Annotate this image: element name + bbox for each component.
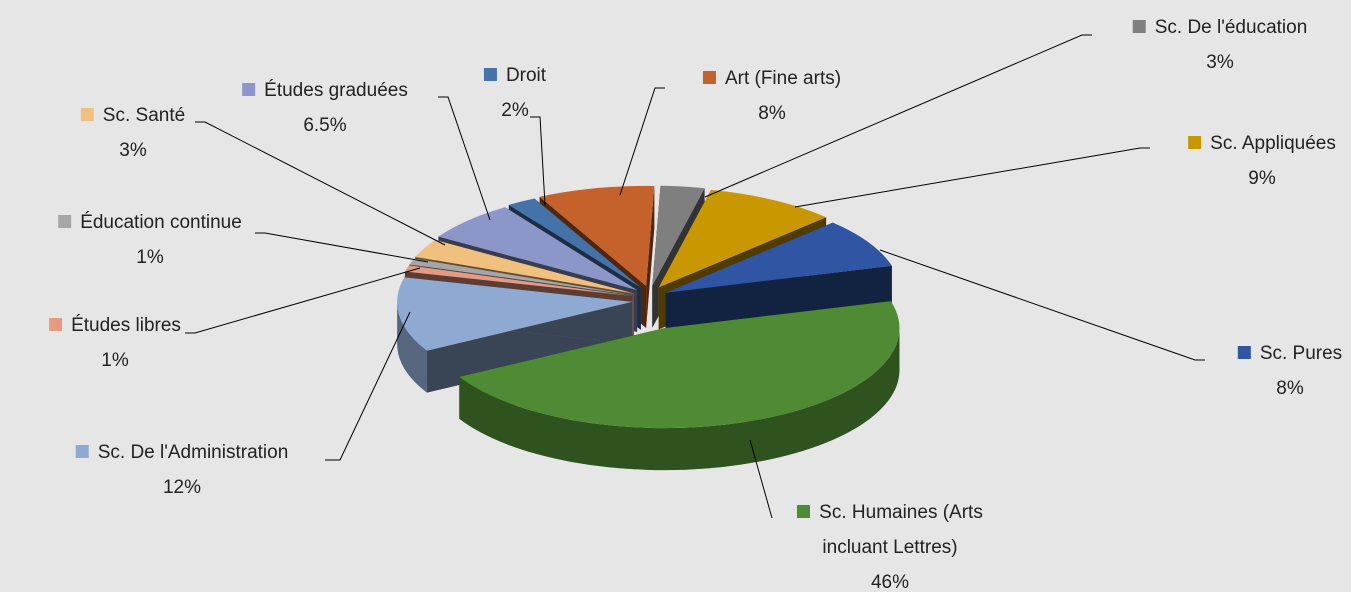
value-label: 2% xyxy=(501,100,529,121)
label-name: Sc. Appliquées xyxy=(1188,126,1336,161)
leader-line xyxy=(255,232,429,263)
slice xyxy=(438,207,638,290)
category-label: Droit xyxy=(505,65,547,86)
label-name: Sc. Pures xyxy=(1237,336,1343,371)
slice xyxy=(539,185,655,286)
leader-line xyxy=(438,96,491,221)
label-name: Sc. De l'éducation xyxy=(1132,10,1308,45)
leader-line xyxy=(794,147,1150,208)
slice xyxy=(409,258,634,296)
label-name: Études libres xyxy=(49,308,181,343)
leader-line xyxy=(195,121,446,246)
legend-marker xyxy=(80,108,94,121)
slice-side-shade xyxy=(459,328,900,471)
value-label: 1% xyxy=(136,247,164,268)
slice xyxy=(397,277,633,351)
slice xyxy=(415,240,634,294)
value-label: 8% xyxy=(758,103,786,124)
leader-line xyxy=(704,34,1092,198)
legend-marker xyxy=(58,215,72,228)
legend-marker xyxy=(702,71,716,84)
category-label: Études graduées xyxy=(264,80,408,101)
slice xyxy=(508,198,641,288)
value-label: 8% xyxy=(1276,378,1304,399)
category-label: Art (Fine arts) xyxy=(724,68,842,89)
slice xyxy=(658,189,827,288)
data-label: Études graduées 6.5% xyxy=(242,73,408,143)
data-label: Sc. Santé 3% xyxy=(80,98,186,168)
data-label: Éducation continue 1% xyxy=(58,205,242,275)
legend-marker xyxy=(1132,20,1146,33)
slice xyxy=(652,185,705,286)
data-label: Études libres 1% xyxy=(49,308,181,378)
leader-line xyxy=(879,249,1205,361)
data-label: Droit 2% xyxy=(483,58,547,128)
value-label: 46% xyxy=(870,572,910,592)
leader-line xyxy=(749,439,773,519)
legend-marker xyxy=(49,318,63,331)
value-label: 6.5% xyxy=(303,115,347,136)
leader-line xyxy=(530,116,546,206)
legend-marker xyxy=(1237,346,1251,359)
leader-line xyxy=(185,267,421,334)
label-name: Éducation continue xyxy=(58,205,242,240)
label-name: Études graduées xyxy=(242,73,408,108)
category-label: Sc. De l'éducation xyxy=(1154,17,1308,38)
category-label: Éducation continue xyxy=(80,212,242,233)
slice-cut-shade xyxy=(665,265,892,335)
data-label: Sc. De l'Administration 12% xyxy=(75,435,289,505)
label-name: Sc. De l'Administration xyxy=(75,435,289,470)
slice xyxy=(459,301,900,429)
category-label: Études libres xyxy=(71,315,181,336)
data-label: Sc. Appliquées 9% xyxy=(1188,126,1336,196)
value-label: 12% xyxy=(162,477,202,498)
leader-line xyxy=(325,311,411,461)
category-label: Sc. De l'Administration xyxy=(97,442,289,463)
data-label: Sc. Pures 8% xyxy=(1237,336,1343,406)
category-label: Sc. Humaines (Arts incluant Lettres) xyxy=(819,502,983,558)
label-name: Art (Fine arts) xyxy=(702,61,842,96)
slice-side xyxy=(397,301,428,393)
slice xyxy=(404,265,633,297)
slice-side-shade xyxy=(397,301,428,393)
label-name: Sc. Santé xyxy=(80,98,186,133)
value-label: 1% xyxy=(101,350,129,371)
slice xyxy=(665,222,892,293)
slice-side xyxy=(459,328,900,471)
legend-marker xyxy=(242,83,256,96)
legend-marker xyxy=(797,505,811,518)
data-label: Sc. Humaines (Arts incluant Lettres) 46% xyxy=(770,495,1010,592)
leader-line xyxy=(619,87,665,196)
legend-marker xyxy=(75,445,89,458)
value-label: 3% xyxy=(119,140,147,161)
label-name: Sc. Humaines (Arts incluant Lettres) xyxy=(770,495,1010,565)
data-label: Art (Fine arts) 8% xyxy=(702,61,842,131)
category-label: Sc. Santé xyxy=(102,105,186,126)
legend-marker xyxy=(1188,136,1202,149)
category-label: Sc. Appliquées xyxy=(1210,133,1336,154)
value-label: 9% xyxy=(1248,168,1276,189)
value-label: 3% xyxy=(1206,52,1234,73)
legend-marker xyxy=(483,68,497,81)
data-label: Sc. De l'éducation 3% xyxy=(1132,10,1308,80)
category-label: Sc. Pures xyxy=(1259,343,1343,364)
slice-cut-shade xyxy=(646,186,655,328)
label-name: Droit xyxy=(483,58,547,93)
